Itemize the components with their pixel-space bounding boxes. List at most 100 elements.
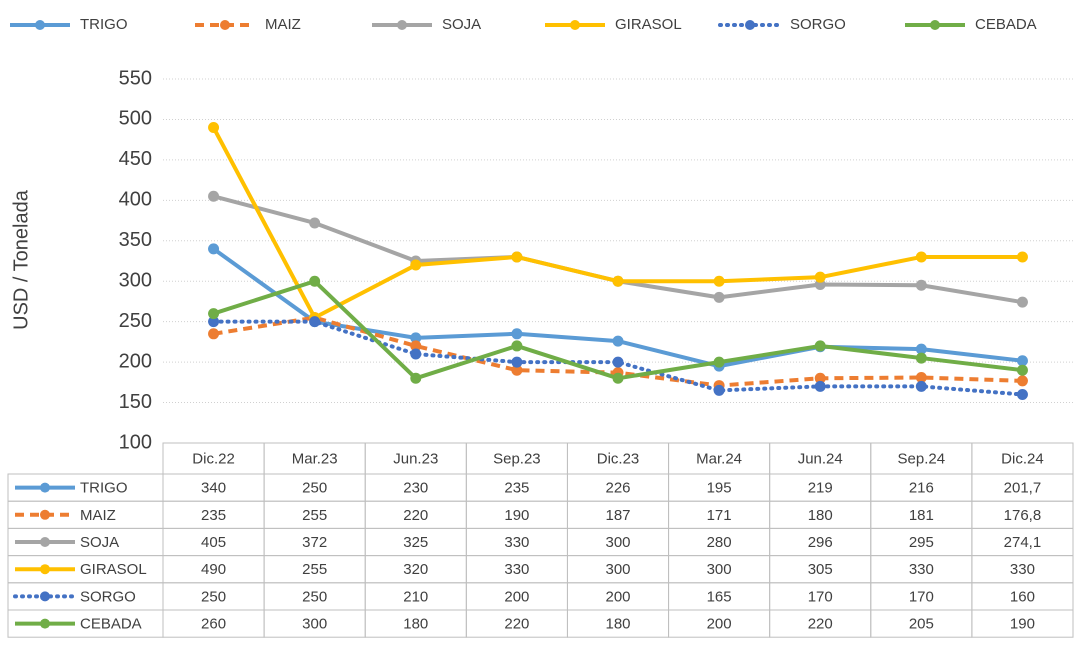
data-point (915, 343, 927, 355)
legend-marker (35, 20, 45, 30)
y-tick-label: 550 (119, 67, 152, 89)
y-tick-label: 500 (119, 108, 152, 130)
x-tick-label: Jun.24 (798, 450, 843, 467)
table-value: 205 (909, 616, 934, 633)
x-tick-label: Mar.24 (696, 450, 742, 467)
y-tick-label: 300 (119, 270, 152, 292)
data-point (410, 348, 422, 360)
data-point (208, 190, 220, 202)
table-value: 340 (201, 480, 226, 497)
table-value: 176,8 (1004, 507, 1042, 524)
table-value: 330 (1010, 561, 1035, 578)
table-value: 296 (808, 534, 833, 551)
data-point (814, 372, 826, 384)
table-cell (971, 609, 1074, 638)
data-point (511, 364, 523, 376)
table-value: 170 (909, 588, 934, 605)
legend-marker (220, 20, 230, 30)
data-point (612, 275, 624, 287)
table-value: 320 (403, 561, 428, 578)
data-point (1016, 388, 1028, 400)
table-value: 300 (302, 616, 327, 633)
table-value: 200 (504, 588, 529, 605)
data-point (208, 316, 220, 328)
table-value: 250 (201, 588, 226, 605)
table-value: 255 (302, 507, 327, 524)
table-value: 250 (302, 480, 327, 497)
data-point (915, 352, 927, 364)
table-value: 405 (201, 534, 226, 551)
table-value: 180 (605, 616, 630, 633)
data-point (814, 271, 826, 283)
x-tick-label: Jun.23 (393, 450, 438, 467)
table-row-label: MAIZ (80, 507, 116, 524)
data-point (511, 340, 523, 352)
table-value: 490 (201, 561, 226, 578)
table-value: 165 (707, 588, 732, 605)
legend-marker (570, 20, 580, 30)
legend-label: MAIZ (265, 16, 301, 33)
table-row-label: CEBADA (80, 616, 142, 633)
data-point (713, 356, 725, 368)
legend-label: SOJA (442, 16, 481, 33)
table-value: 190 (1010, 616, 1035, 633)
table-row-label: SOJA (80, 534, 119, 551)
data-point (1016, 251, 1028, 263)
data-point (713, 384, 725, 396)
data-point (309, 316, 321, 328)
legend-label: CEBADA (975, 16, 1037, 33)
data-point (410, 332, 422, 344)
legend-marker (745, 20, 755, 30)
legend-marker (930, 20, 940, 30)
table-value: 330 (504, 534, 529, 551)
table-value: 235 (504, 480, 529, 497)
data-point (713, 291, 725, 303)
table-value: 274,1 (1004, 534, 1042, 551)
table-value: 170 (808, 588, 833, 605)
data-point (410, 372, 422, 384)
data-point (511, 328, 523, 340)
table-value: 181 (909, 507, 934, 524)
data-point (612, 372, 624, 384)
data-point (410, 259, 422, 271)
y-tick-label: 250 (119, 310, 152, 332)
y-axis-label: USD / Tonelada (10, 189, 32, 330)
table-value: 187 (605, 507, 630, 524)
table-value: 325 (403, 534, 428, 551)
table-value: 230 (403, 480, 428, 497)
data-point (309, 275, 321, 287)
data-point (309, 217, 321, 229)
table-value: 195 (707, 480, 732, 497)
data-point (915, 279, 927, 291)
table-value: 171 (707, 507, 732, 524)
legend-marker (40, 591, 50, 602)
table-row-label: SORGO (80, 588, 136, 605)
y-tick-label: 100 (119, 431, 152, 453)
table-value: 201,7 (1004, 480, 1042, 497)
table-value: 305 (808, 561, 833, 578)
table-value: 330 (909, 561, 934, 578)
legend-label: TRIGO (80, 16, 128, 33)
table-row-label: TRIGO (80, 480, 128, 497)
data-point (1016, 296, 1028, 308)
data-point (1016, 355, 1028, 367)
table-value: 200 (707, 616, 732, 633)
table-value: 295 (909, 534, 934, 551)
data-point (915, 251, 927, 263)
data-point (208, 328, 220, 340)
table-value: 226 (605, 480, 630, 497)
legend-marker (397, 20, 407, 30)
y-tick-label: 450 (119, 148, 152, 170)
data-point (915, 380, 927, 392)
y-tick-label: 350 (119, 229, 152, 251)
table-value: 255 (302, 561, 327, 578)
data-point (208, 308, 220, 320)
table-value: 372 (302, 534, 327, 551)
data-point (713, 275, 725, 287)
legend-label: SORGO (790, 16, 846, 33)
table-value: 330 (504, 561, 529, 578)
x-tick-label: Dic.23 (597, 450, 640, 467)
table-value: 280 (707, 534, 732, 551)
table-value: 219 (808, 480, 833, 497)
x-tick-label: Sep.23 (493, 450, 541, 467)
